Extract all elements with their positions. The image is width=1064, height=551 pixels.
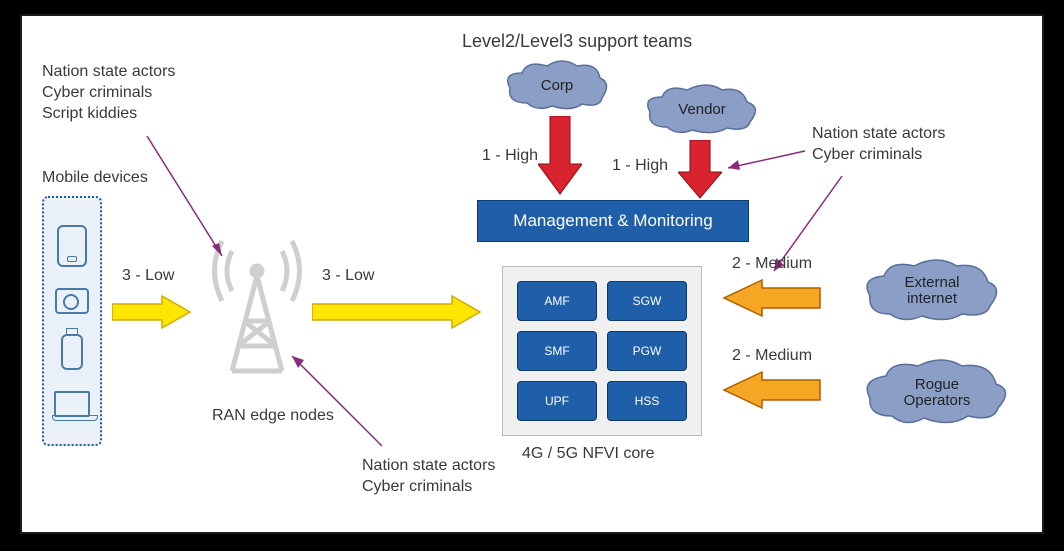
core-box: AMF SGW SMF PGW UPF HSS xyxy=(502,266,702,436)
risk-low-2: 3 - Low xyxy=(322,266,374,287)
laptop-icon xyxy=(54,391,90,417)
diagram-canvas: Level2/Level3 support teams Nation state… xyxy=(20,14,1044,534)
threat-list-left: Nation state actors Cyber criminals Scri… xyxy=(42,62,175,124)
threat-list-right: Nation state actors Cyber criminals xyxy=(812,124,945,166)
mobile-devices-label: Mobile devices xyxy=(42,168,148,189)
device-panel xyxy=(42,196,102,446)
nf-smf: SMF xyxy=(517,331,597,371)
nf-upf: UPF xyxy=(517,381,597,421)
cloud-rogue-label: Rogue Operators xyxy=(904,377,971,410)
cloud-corp-label: Corp xyxy=(541,78,574,95)
cloud-corp: Corp xyxy=(502,58,612,114)
arrow-low-1 xyxy=(112,294,192,330)
arrow-low-2 xyxy=(312,294,482,330)
arrow-med-1 xyxy=(722,278,822,318)
nf-sgw: SGW xyxy=(607,281,687,321)
cloud-vendor-label: Vendor xyxy=(678,102,726,119)
nf-pgw: PGW xyxy=(607,331,687,371)
arrow-med-2 xyxy=(722,370,822,410)
threat-arrow-bottom xyxy=(282,346,402,456)
arrow-high-1 xyxy=(538,116,582,196)
arrow-high-2 xyxy=(678,140,722,200)
threat-arrow-left xyxy=(142,131,242,271)
cloud-external: External internet xyxy=(862,256,1002,326)
risk-med-1: 2 - Medium xyxy=(732,254,812,275)
mgmt-label: Management & Monitoring xyxy=(513,211,712,231)
cloud-external-label: External internet xyxy=(904,275,959,308)
camera-icon xyxy=(55,288,89,314)
cloud-rogue: Rogue Operators xyxy=(862,356,1012,430)
risk-high-2: 1 - High xyxy=(612,156,668,177)
iv-drip-icon xyxy=(61,334,83,370)
risk-med-2: 2 - Medium xyxy=(732,346,812,367)
nf-amf: AMF xyxy=(517,281,597,321)
top-title: Level2/Level3 support teams xyxy=(462,30,692,53)
threat-list-bottom: Nation state actors Cyber criminals xyxy=(362,456,495,498)
risk-high-1: 1 - High xyxy=(482,146,538,167)
phone-icon xyxy=(57,225,87,267)
core-label: 4G / 5G NFVI core xyxy=(522,444,654,465)
nf-hss: HSS xyxy=(607,381,687,421)
mgmt-box: Management & Monitoring xyxy=(477,200,749,242)
cloud-vendor: Vendor xyxy=(642,82,762,138)
